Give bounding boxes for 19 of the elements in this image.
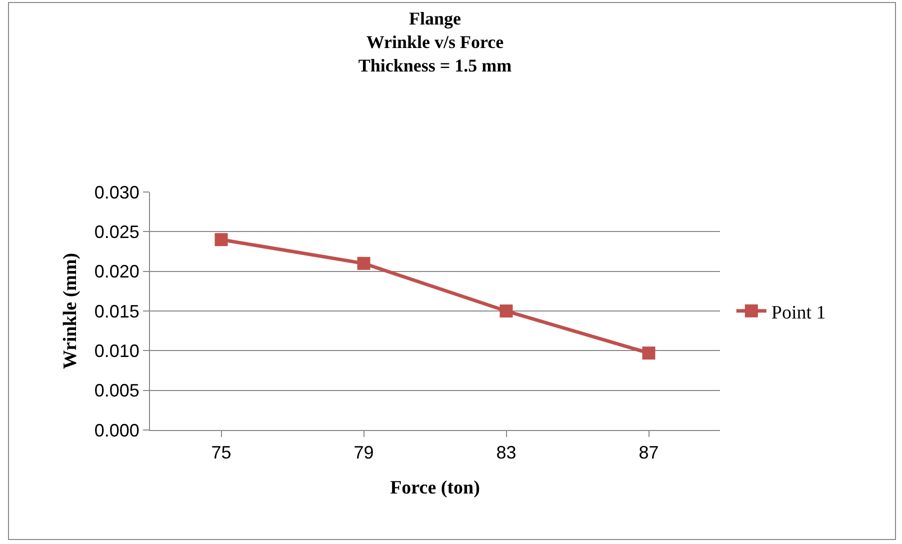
y-tick-label: 0.030: [94, 182, 140, 202]
chart-title: Flange Wrinkle v/s Force Thickness = 1.5 mm: [358, 8, 512, 76]
x-tick-label: 79: [354, 442, 374, 463]
y-tick-label: 0.010: [94, 340, 140, 361]
point: [357, 256, 370, 270]
point: [642, 346, 656, 360]
y-tick-label: 0.000: [94, 420, 140, 440]
y-tick-label: 0.020: [94, 262, 140, 282]
y-axis-title: Wrinkle (mm): [60, 252, 82, 370]
x-tick-label: 87: [638, 442, 659, 463]
y-tick-label: 0.025: [94, 222, 140, 242]
x-axis-title: Force (ton): [390, 477, 480, 498]
y-tick-label: 0.015: [94, 301, 140, 322]
x-tick-label: 75: [211, 442, 232, 463]
point: [500, 304, 513, 318]
y-tick-label: 0.005: [94, 380, 140, 401]
x-tick-label: 83: [496, 442, 516, 463]
legend-label: Point 1: [771, 302, 826, 324]
point: [214, 233, 228, 246]
